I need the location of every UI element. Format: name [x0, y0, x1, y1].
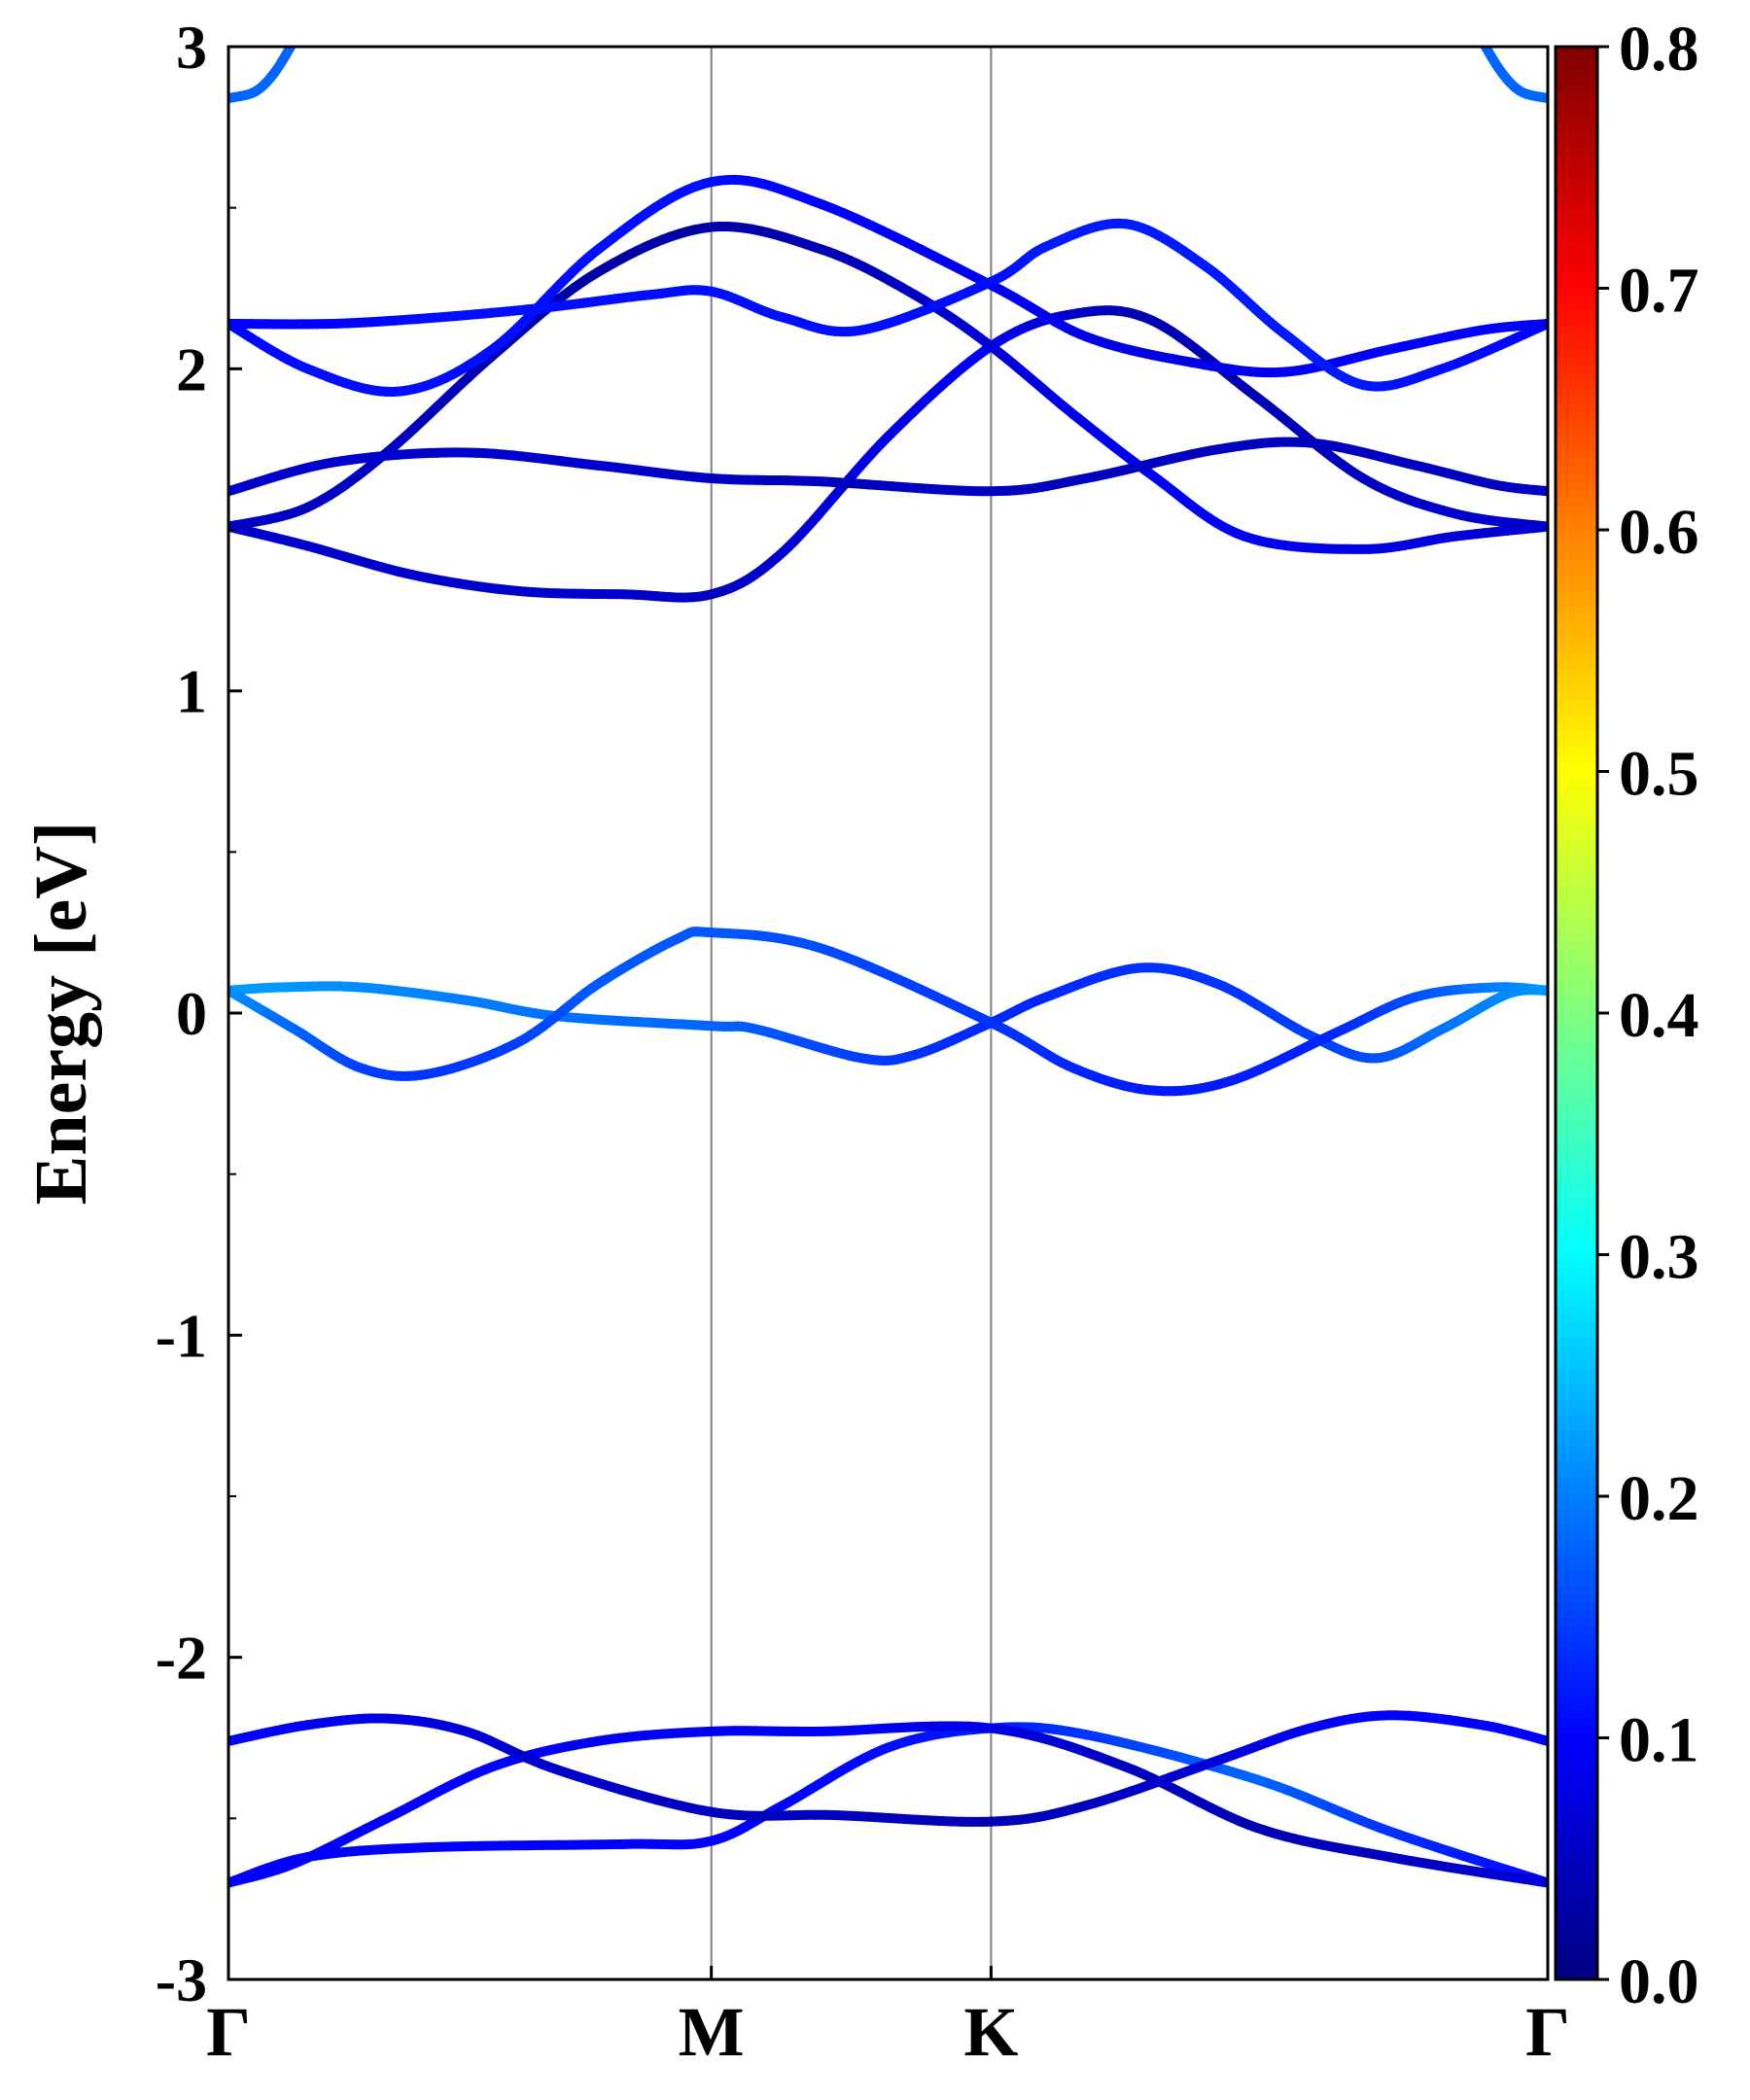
- colorbar: 0.0 0.1 0.2 0.3 0.4 0.5 0.6 0.7 0.8: [1554, 14, 1699, 2017]
- band-3: [228, 1710, 1548, 1827]
- y-tick-label: 2: [176, 334, 207, 403]
- colorbar-tick-label: 0.2: [1619, 1463, 1699, 1534]
- y-tick-label: -1: [156, 1301, 207, 1370]
- y-tick-label: 3: [176, 13, 207, 82]
- colorbar-gradient: [1554, 45, 1599, 1981]
- band-11-segment: [294, 40, 295, 41]
- band-11: [228, 40, 297, 104]
- band-11-segment: [287, 47, 297, 51]
- colorbar-tick-label: 0.0: [1619, 1946, 1699, 2017]
- colorbar-tick-label: 0.8: [1619, 14, 1699, 85]
- band-7: [228, 222, 1548, 554]
- kpoint-label: Γ: [206, 1993, 251, 2071]
- band-6: [228, 305, 1548, 603]
- y-tick-label: -3: [156, 1945, 207, 2014]
- kpoint-label: K: [963, 1993, 1018, 2071]
- kpoint-label: M: [679, 1993, 745, 2071]
- kpoint-lines: [710, 47, 993, 1979]
- colorbar-tick-label: 0.5: [1619, 739, 1699, 810]
- band-11-segment: [289, 47, 297, 49]
- colorbar-tick-label: 0.6: [1619, 497, 1699, 568]
- colorbar-tick-label: 0.4: [1619, 980, 1699, 1051]
- colorbar-tick-label: 0.1: [1619, 1705, 1699, 1776]
- bands: [228, 40, 1548, 1888]
- band-1: [228, 1722, 1548, 1888]
- kpoint-label: Γ: [1525, 1993, 1570, 2071]
- y-tick-label: 0: [176, 979, 207, 1048]
- plot-frame: [227, 45, 1550, 1981]
- y-axis-title: Energy [eV]: [20, 822, 102, 1206]
- colorbar-tick-label: 0.3: [1619, 1222, 1699, 1293]
- colorbar-tick-label: 0.7: [1619, 256, 1699, 327]
- band-5: [228, 927, 1548, 1097]
- axes: -3 -2 -1 0 1 2 3 Γ M K Γ Energy [eV]: [20, 13, 1570, 2071]
- band-12-segment: [1482, 40, 1483, 41]
- band-9: [228, 174, 1548, 397]
- y-tick-label: -2: [156, 1624, 207, 1693]
- band-10: [228, 218, 1548, 392]
- band-12: [1480, 40, 1548, 104]
- band-12-segment: [1480, 47, 1488, 49]
- band-2: [228, 1721, 1548, 1888]
- band-4: [228, 962, 1548, 1066]
- band-8: [228, 437, 1548, 497]
- y-tick-label: 1: [176, 657, 207, 726]
- band-12-segment: [1480, 47, 1489, 51]
